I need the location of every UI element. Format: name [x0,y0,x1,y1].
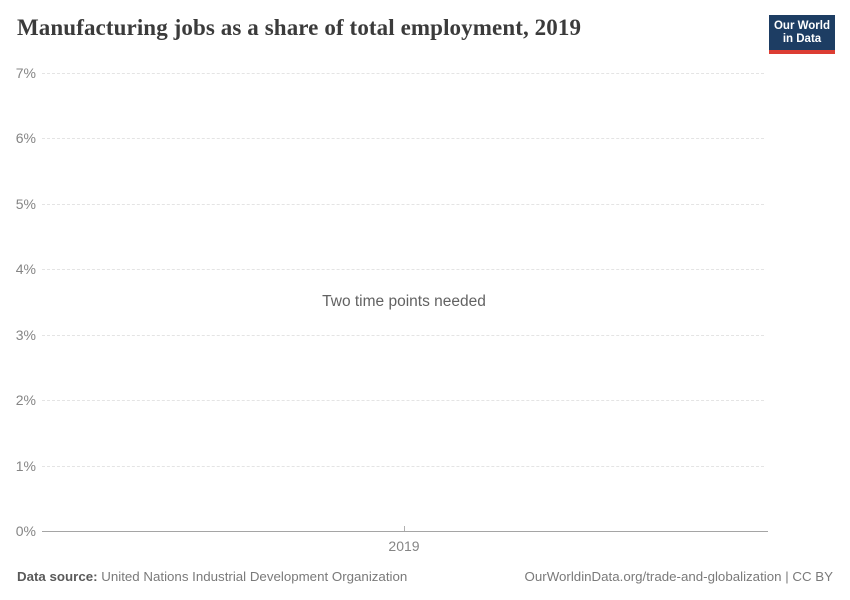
y-axis-tick-label: 1% [15,457,36,474]
owid-logo[interactable]: Our World in Data [769,15,835,54]
footer-link[interactable]: OurWorldinData.org/trade-and-globalizati… [524,569,833,584]
x-axis-tick-mark [404,526,405,531]
owid-logo-text-line2: in Data [782,33,822,45]
y-axis-tick-label: 2% [15,392,36,409]
gridline [42,138,764,140]
gridline [42,400,764,402]
y-axis-tick-label: 7% [15,65,36,81]
chart-footer: Data source: United Nations Industrial D… [17,569,833,584]
y-axis-tick-label: 4% [15,261,36,278]
gridline [42,465,764,467]
data-source-value: United Nations Industrial Development Or… [101,569,408,584]
y-axis-tick-label: 5% [15,195,36,212]
y-axis-tick-label: 3% [15,326,36,343]
x-axis-line [42,531,768,532]
data-source-label: Data source: [17,569,98,584]
gridline [42,334,764,336]
gridline [42,73,764,74]
y-axis-tick-label: 6% [15,130,36,147]
empty-chart-message: Two time points needed [322,293,486,310]
y-axis-tick-label: 0% [15,523,36,539]
data-source: Data source: United Nations Industrial D… [17,569,407,584]
chart-title: Manufacturing jobs as a share of total e… [17,15,582,40]
owid-logo-text-line1: Our World [773,20,830,32]
gridline [42,269,764,271]
x-axis-tick-label: 2019 [388,538,420,554]
gridline [42,203,764,205]
